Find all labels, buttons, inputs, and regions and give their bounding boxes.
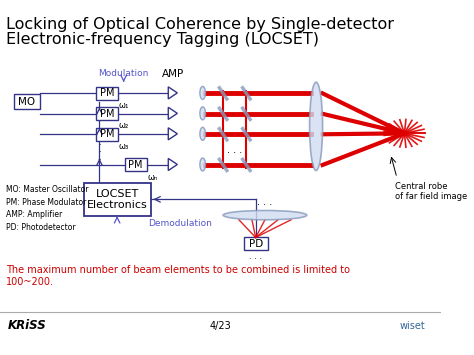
Text: ω₂: ω₂ [119,121,129,130]
Text: PM: PM [128,160,143,170]
Text: MO: Master Oscillator
PM: Phase Modulator
AMP: Amplifier
PD: Photodetector: MO: Master Oscillator PM: Phase Modulato… [6,185,88,232]
Text: The maximum number of beam elements to be combined is limited to: The maximum number of beam elements to b… [6,265,350,275]
Text: ω₁: ω₁ [119,101,129,110]
Polygon shape [168,107,177,119]
Ellipse shape [200,127,205,140]
Text: Locking of Optical Coherence by Single-detector: Locking of Optical Coherence by Single-d… [6,17,393,32]
Bar [14,94,40,109]
Text: . . .: . . . [249,252,262,261]
Ellipse shape [200,158,205,171]
Polygon shape [168,128,177,140]
Text: wiset: wiset [400,321,426,331]
Bar [96,107,118,120]
Text: PM: PM [100,88,114,98]
Bar [84,182,151,216]
Text: Central robe
of far field image: Central robe of far field image [395,182,467,201]
Ellipse shape [310,82,323,170]
Text: Demodulation: Demodulation [148,219,212,228]
Ellipse shape [200,107,205,120]
Ellipse shape [223,211,307,220]
Polygon shape [168,158,177,170]
Text: PD: PD [248,239,263,249]
Text: LOCSET
Electronics: LOCSET Electronics [87,189,147,210]
Ellipse shape [200,86,205,99]
Text: PM: PM [100,109,114,119]
Polygon shape [168,87,177,99]
Text: 100~200.: 100~200. [6,277,54,286]
Text: . . .: . . . [257,197,273,207]
Bar [244,237,268,251]
Text: ω₃: ω₃ [119,142,129,151]
Text: AMP: AMP [162,69,184,79]
Text: . . .: . . . [227,144,242,155]
Text: .
.
.: . . . [98,137,101,162]
Bar [125,158,147,171]
Text: Modulation: Modulation [99,69,149,78]
Text: ωₙ: ωₙ [148,173,158,181]
Text: MO: MO [18,97,36,107]
Text: 4/23: 4/23 [210,321,231,331]
Text: PM: PM [100,129,114,139]
Text: KRiSS: KRiSS [8,319,46,332]
Text: Electronic-frequency Tagging (LOCSET): Electronic-frequency Tagging (LOCSET) [6,32,319,47]
Bar [96,87,118,100]
Bar [96,128,118,141]
